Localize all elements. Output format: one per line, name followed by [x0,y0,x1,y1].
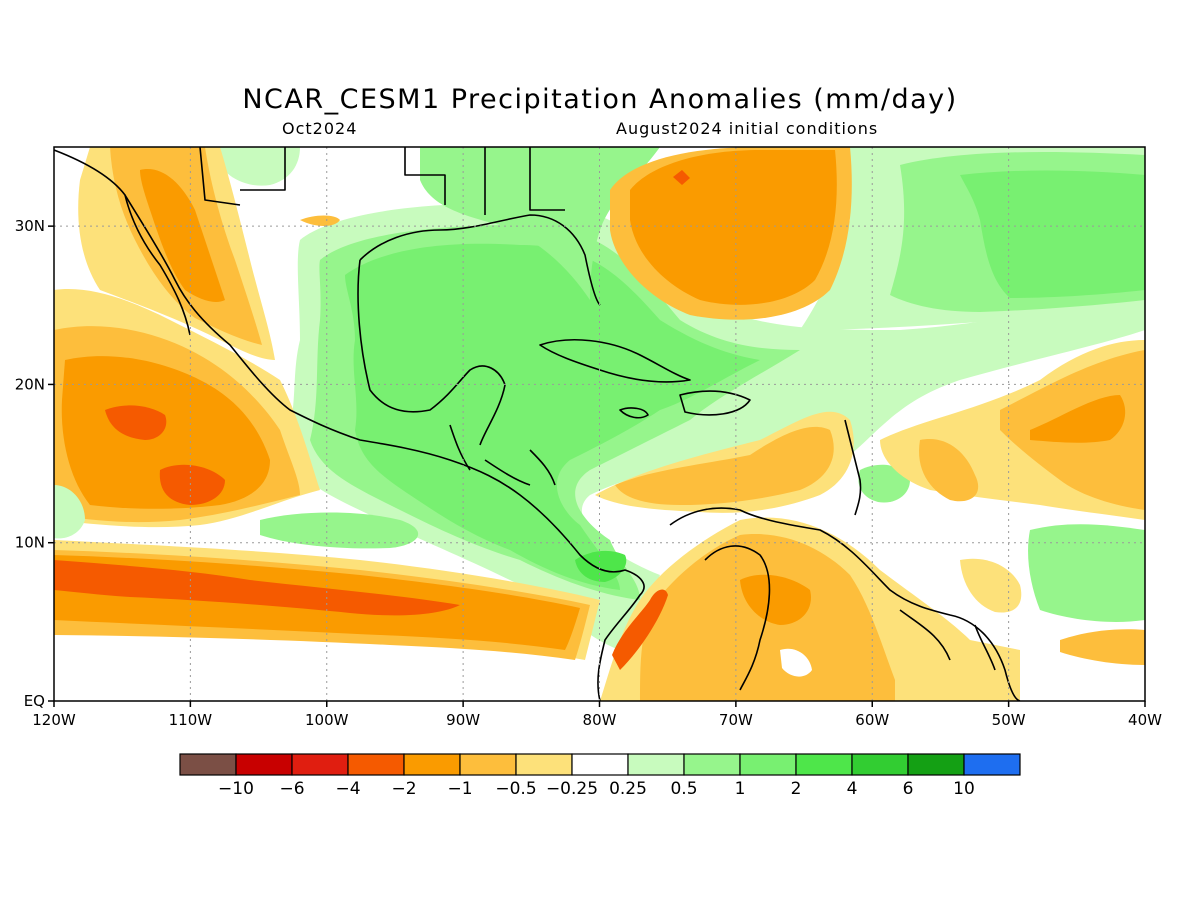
colorbar-label: 0.5 [670,779,697,799]
wet-region-moderate [345,243,760,590]
y-tick-label: 10N [15,534,45,552]
y-tick-label: EQ [24,692,45,710]
y-tick-label: 30N [15,217,45,235]
colorbar-swatch [795,753,853,776]
axis-ticks: 120W 110W 100W 90W 80W 70W 60W 50W 40W EQ 10N 20N 30… [15,217,1162,729]
wet-pacific-central [260,512,419,549]
x-tick-label: 70W [719,711,753,729]
initial-conditions: August2024 initial conditions [616,119,879,138]
colorbar-swatch [739,753,797,776]
colorbar-label: 1 [735,779,746,799]
dry-gulf-of-mexico-fleck [300,215,340,226]
colorbar-swatch [515,753,573,776]
dry-atlantic-strong [630,150,837,305]
colorbar-label: −0.25 [546,779,598,799]
dry-east-brazil [1060,629,1145,665]
x-tick-label: 80W [583,711,617,729]
dry-mexico-strong [140,169,225,302]
dry-east-atlantic-strong [1030,395,1126,443]
wet-us-southwest [220,147,300,186]
x-tick-label: 90W [446,711,480,729]
colorbar-swatch [235,753,293,776]
coastlines [54,147,1021,701]
wet-east-atlantic-south [1028,524,1145,622]
forecast-month: Oct2024 [282,119,358,138]
map-grid [54,147,1145,701]
wet-core-panama [575,550,627,582]
colorbar-swatch [571,753,629,776]
x-tick-label: 100W [305,711,349,729]
wet-pacific-west [54,485,85,539]
x-tick-label: 110W [169,711,213,729]
dry-caribbean-moderate [615,426,834,505]
wet-us-southeast [420,147,660,300]
colorbar-swatch [347,753,405,776]
colorbar-label: −6 [279,779,304,799]
dry-south-america-white-gap [780,648,812,677]
dry-pacific-core-2 [159,464,225,505]
dry-pacific-strong [61,356,270,509]
colorbar-swatch [459,753,517,776]
colorbar-swatch [291,753,349,776]
colorbar-swatch [683,753,741,776]
dry-guiana-light [960,558,1022,613]
colorbar-swatch [403,753,461,776]
dry-pacific-core-1 [105,405,167,440]
colorbar-label: −2 [391,779,416,799]
dry-south-america-strong [740,574,811,625]
colorbar-label: 0.25 [609,779,647,799]
dry-east-atlantic-mid [919,439,979,502]
x-tick-label: 120W [32,711,76,729]
colorbar-swatch [179,753,237,776]
colorbar-swatch [851,753,909,776]
dry-atlantic-core [673,170,690,185]
colorbar-label: 10 [953,779,975,799]
colorbar-label: −10 [218,779,254,799]
colorbar-label: −1 [447,779,472,799]
colorbar-label: 4 [847,779,858,799]
y-tick-label: 20N [15,375,45,393]
colorbar-swatch [963,753,1021,776]
colorbar: −10 −6 −4 −2 −1 −0.5 −0.25 0.25 0.5 1 2 4 6 10 [179,753,1021,799]
dry-itcz-core [54,560,460,616]
anomaly-field [54,147,1145,701]
colorbar-label: 2 [791,779,802,799]
x-tick-label: 40W [1128,711,1162,729]
wet-atlantic-moderate [960,170,1145,298]
colorbar-swatch [907,753,965,776]
colorbar-label: 6 [903,779,914,799]
x-tick-label: 60W [855,711,889,729]
colorbar-swatch [627,753,685,776]
x-tick-label: 50W [992,711,1026,729]
colorbar-label: −0.5 [495,779,536,799]
dry-colombia-core [612,589,668,670]
wet-lesser-antilles [858,464,910,503]
chart-title: NCAR_CESM1 Precipitation Anomalies (mm/d… [242,84,958,115]
colorbar-label: −4 [335,779,360,799]
